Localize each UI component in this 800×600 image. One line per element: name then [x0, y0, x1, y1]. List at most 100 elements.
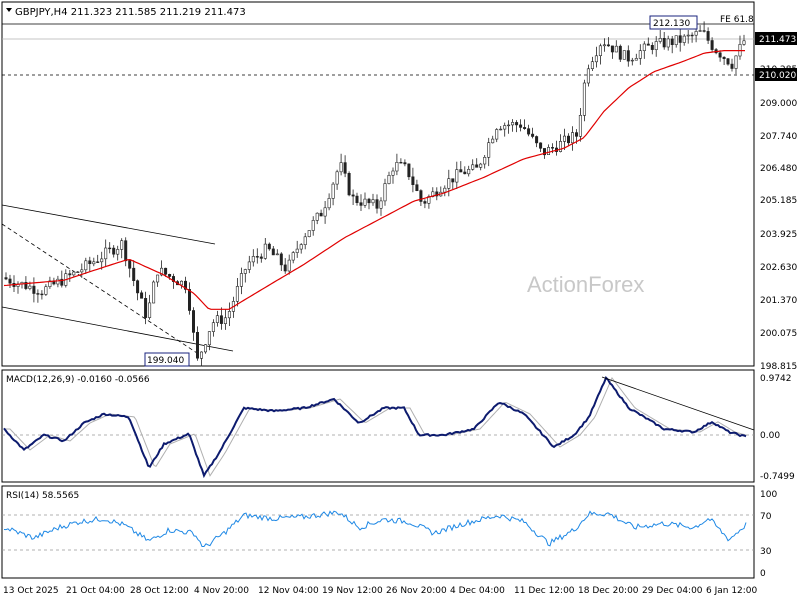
candle-body [128, 260, 132, 269]
candle-body [367, 198, 371, 204]
current-price-box [755, 32, 797, 45]
candle-body [483, 157, 487, 165]
header-group: GBPJPY,H4 211.323 211.585 211.219 211.47… [6, 7, 246, 18]
price-tick: 203.925 [760, 230, 797, 240]
fe-label: FE 61.8 [720, 15, 754, 25]
candle-body [291, 252, 295, 261]
candle-body [88, 260, 92, 264]
candle-body [267, 243, 271, 250]
candle-body [535, 136, 539, 144]
candle-body [140, 292, 144, 299]
candle-body [606, 44, 610, 47]
candle-body [499, 128, 503, 131]
candle-body [626, 50, 630, 62]
candle-body [144, 297, 148, 318]
candle-body [156, 274, 160, 283]
candle-body [227, 311, 231, 319]
candle-body [734, 55, 738, 69]
candle-body [674, 35, 678, 46]
candle-body [590, 61, 594, 70]
candle-body [192, 310, 196, 333]
time-tick: 13 Oct 2025 [3, 586, 59, 596]
candle-body [247, 261, 251, 270]
time-tick: 4 Nov 20:00 [194, 586, 249, 596]
candle-body [120, 240, 124, 250]
candle-body [710, 40, 714, 50]
candle-body [215, 315, 219, 323]
candle-body [455, 169, 459, 183]
candle-body [479, 163, 483, 168]
macd-panel-frame [1, 369, 755, 483]
candle-body [275, 253, 279, 256]
chart-header: GBPJPY,H4 211.323 211.585 211.219 211.47… [15, 7, 246, 18]
candle-body [670, 38, 674, 46]
candle-body [391, 170, 395, 176]
price-tick: 205.185 [760, 196, 797, 206]
candle-body [104, 247, 108, 260]
projection-dashed-line [1, 223, 198, 354]
low-label: 199.040 [147, 356, 184, 366]
candle-body [742, 40, 746, 45]
sma-line [3, 50, 745, 310]
candle-body [726, 58, 730, 65]
candle-body [200, 351, 204, 359]
candle-body [235, 286, 239, 302]
candle-body [60, 278, 64, 286]
candle-body [196, 331, 200, 359]
current-price-label: 211.473 [759, 35, 796, 45]
watermark: ActionForex [527, 272, 644, 297]
candle-body [331, 183, 335, 199]
macd-signal-line [4, 377, 747, 477]
candle-body [570, 132, 574, 144]
time-tick: 11 Dec 12:00 [514, 586, 575, 596]
candle-body [658, 37, 662, 42]
candle-body [335, 171, 339, 185]
candle-body [395, 162, 399, 172]
candle-body [371, 199, 375, 204]
candle-body [44, 286, 48, 295]
candle-body [387, 175, 391, 184]
macd-tick: -0.7499 [760, 472, 795, 482]
candle-body [112, 247, 116, 255]
level-price-label: 210.020 [759, 71, 796, 81]
candle-body [239, 273, 243, 287]
candle-body [4, 277, 8, 280]
candle-body [415, 184, 419, 191]
candle-body [702, 30, 706, 32]
candle-body [690, 34, 694, 37]
macd-label: MACD(12,26,9) -0.0160 -0.0566 [6, 375, 150, 385]
candle-body [271, 248, 275, 256]
candle-body [399, 162, 403, 164]
candle-body [255, 256, 259, 258]
candle-body [471, 164, 475, 170]
time-tick: 19 Nov 12:00 [322, 586, 383, 596]
time-tick: 26 Nov 20:00 [386, 586, 447, 596]
candle-body [610, 45, 614, 53]
candle-body [287, 259, 291, 272]
candle-body [188, 289, 192, 311]
candle-body [136, 280, 140, 294]
candle-body [339, 162, 343, 173]
candle-body [495, 129, 499, 140]
candle-body [519, 124, 523, 128]
candle-body [507, 124, 511, 127]
candle-body [84, 260, 88, 271]
candle-body [347, 173, 351, 196]
candle-body [263, 243, 267, 259]
candle-body [511, 122, 515, 126]
candle-body [68, 273, 72, 276]
candle-body [642, 43, 646, 51]
low-label-box [144, 352, 190, 367]
main-panel-frame [1, 1, 755, 367]
high-label: 212.130 [653, 19, 690, 29]
candle-body [243, 269, 247, 274]
candle-body [72, 271, 76, 276]
candle-body [451, 178, 455, 183]
candle-body [435, 191, 439, 197]
candle-body [319, 212, 323, 217]
candle-body [359, 202, 363, 206]
candle-body [582, 82, 586, 116]
candle-body [116, 249, 120, 255]
